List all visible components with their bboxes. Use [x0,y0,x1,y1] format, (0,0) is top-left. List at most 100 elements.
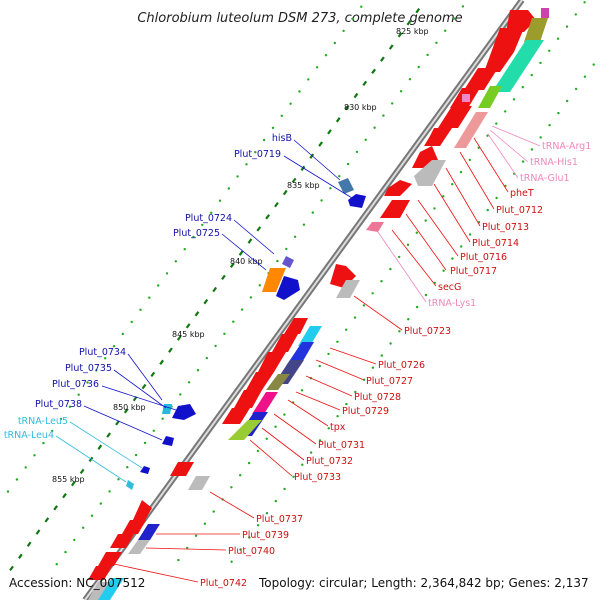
gc-dash [212,286,217,293]
gc-dot [574,87,578,91]
gc-dot-tracks [6,1,595,572]
cds-arrow [438,106,472,128]
gc-dot [530,148,534,151]
gc-dot [256,449,260,453]
gc-dot [583,75,587,78]
gc-dot [203,522,207,525]
gc-dot [285,247,288,251]
feature-label: Plut_0725 [173,228,220,239]
gc-dot [371,292,374,295]
gc-dot [426,53,429,57]
gc-dot [338,175,341,178]
gc-dot [389,342,392,345]
gc-dot [557,111,560,115]
gc-dot [373,126,376,129]
gc-dot [121,332,125,336]
map-title: Chlorobium luteolum DSM 273, complete ge… [137,11,462,26]
cds-arrow [464,68,498,90]
feature-label: Plut_0739 [242,530,289,541]
gc-dot [256,524,260,527]
gc-dot [99,502,103,505]
gc-dash [247,238,253,244]
gc-dot [451,183,454,186]
cds-block [414,160,446,186]
gc-dash [106,432,111,438]
gc-dash [71,480,76,487]
feature-label: Plut_0735 [65,363,112,374]
feature-label: Plut_0733 [294,472,341,483]
gc-dot [134,453,138,457]
gc-dash [371,68,376,74]
gc-dot [148,296,151,299]
gc-dot [592,63,595,66]
gc-dash [406,20,412,26]
cds-block [298,326,322,346]
trna-block [462,94,470,102]
gc-dot [353,316,357,319]
gc-dot [33,454,36,457]
gc-dot [187,381,191,384]
gc-dot [565,25,569,28]
gc-dot [68,405,72,408]
gc-dash [150,371,156,378]
gc-dot [345,402,348,406]
accession-text: Accession: NC_007512 [9,576,145,590]
gc-dot [194,534,198,537]
gc-dot [280,114,283,118]
gc-dot [477,146,480,149]
cds-block [541,8,549,18]
gc-dot [521,160,525,163]
gc-dot [452,17,456,20]
gc-dash [327,129,332,135]
gc-dash [229,262,235,268]
gc-dot [318,439,322,442]
feature-label: secG [438,282,461,293]
gc-dot [345,328,348,331]
gc-dot [424,293,428,297]
cds-arrow [132,500,152,522]
gc-dot [143,441,147,445]
feature-label: Plut_0724 [185,213,232,224]
gc-dot [351,17,354,20]
cds-block [336,280,360,298]
feature-label: Plut_0719 [234,149,281,160]
gc-dash [115,420,120,426]
gc-dot [210,211,213,214]
gc-dot [247,461,251,465]
gc-dot [95,369,98,372]
gc-dot [73,538,76,542]
cds-arrow [272,334,298,352]
scale-tick-label: 855 kbp [52,475,85,484]
gc-dot [435,41,438,44]
gc-dot [51,429,54,433]
gc-dash [362,80,368,87]
gc-dash [274,201,279,208]
gc-dot [324,54,328,57]
gc-dot [108,490,111,493]
gc-dot [336,415,339,418]
gc-dot [333,41,336,45]
feature-label: Plut_0723 [404,326,451,337]
cds-arrow [258,352,286,372]
feature-label: tRNA-Glu1 [520,173,570,184]
gc-dot [548,49,551,52]
gc-dot [318,364,321,368]
gc-dot [380,354,383,357]
gc-dash [168,347,173,353]
gc-dot [398,330,401,333]
gc-dash [194,311,200,317]
gc-dot [451,257,454,260]
gc-dot [574,13,577,16]
cds-arrow [88,566,112,580]
gc-dot [117,478,120,481]
scale-tick-label: 835 kbp [287,181,320,190]
feature-label: tRNA-Arg1 [542,141,591,152]
gc-dot [289,102,292,105]
gc-dot [556,37,560,40]
gc-dot [320,199,323,202]
gc-dot [539,61,542,65]
gc-dot [548,124,551,127]
gc-dot [274,499,277,503]
gc-dot [236,175,239,178]
gc-dot [504,110,507,113]
